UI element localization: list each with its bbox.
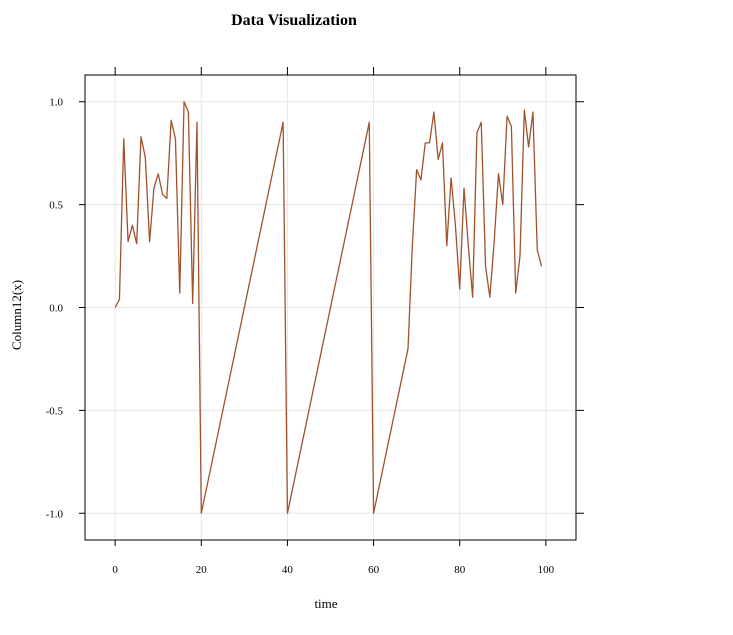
y-axis-label: Column12(x) [9, 280, 24, 350]
chart-title: Data Visualization [231, 12, 357, 29]
x-tick-label: 20 [196, 564, 208, 576]
x-tick-label: 60 [368, 564, 380, 576]
plot-frame [84, 74, 577, 541]
y-tick-label: -1.0 [46, 508, 64, 520]
y-tick-label: 0.5 [49, 200, 63, 212]
x-tick-label: 100 [538, 564, 555, 576]
x-tick-label: 0 [112, 564, 118, 576]
axis-ticks: 0 20 40 60 80 100 -1.0 -0.5 0.0 0.5 1.0 [46, 67, 584, 576]
y-tick-label: 1.0 [49, 97, 63, 109]
y-tick-label: -0.5 [46, 405, 64, 417]
series-line [114, 101, 543, 514]
x-axis-label: time [314, 596, 337, 611]
x-tick-label: 40 [282, 564, 294, 576]
series-layer [114, 101, 543, 514]
x-tick-label: 80 [454, 564, 466, 576]
y-tick-label: 0.0 [49, 303, 63, 315]
